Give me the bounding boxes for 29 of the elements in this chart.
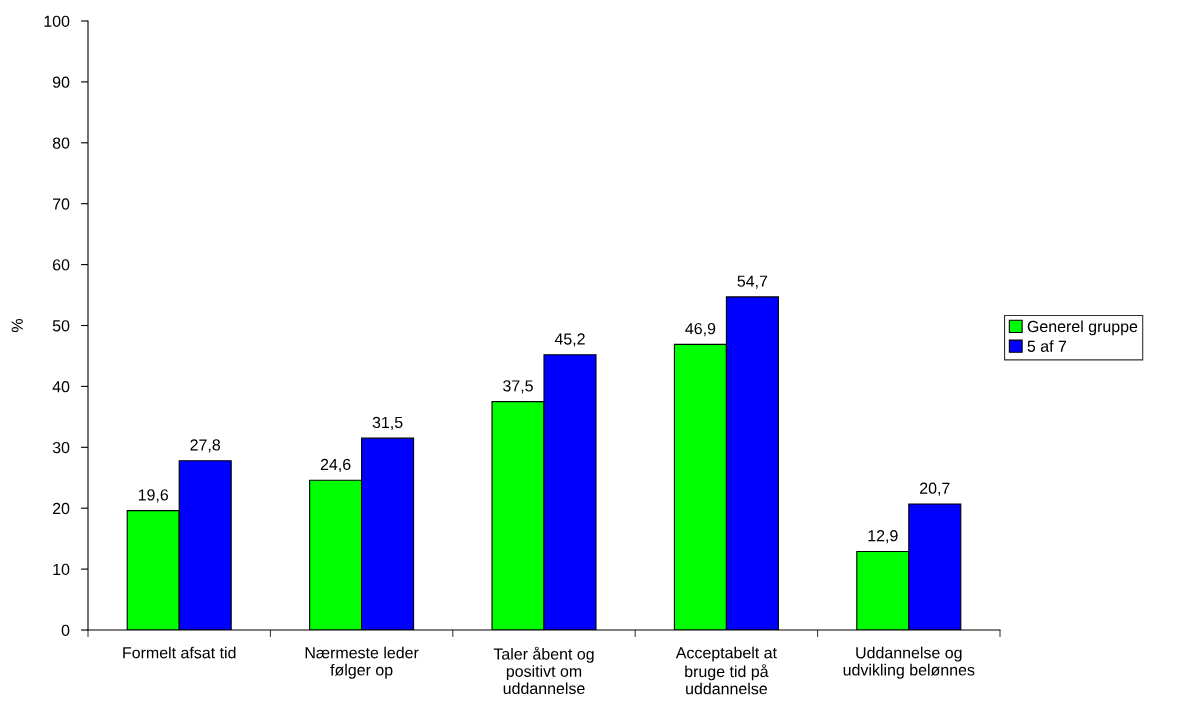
- data-label: 20,7: [920, 482, 950, 496]
- data-label: 46,9: [685, 322, 716, 337]
- data-label: 45,2: [554, 333, 585, 347]
- data-label: 54,7: [737, 275, 768, 289]
- data-label: 24,6: [320, 458, 351, 472]
- y-tick-label: 100: [44, 15, 70, 27]
- y-tick-label: 50: [52, 320, 70, 332]
- data-label: 31,5: [372, 416, 403, 430]
- y-tick-label: 30: [52, 441, 70, 454]
- data-label: 37,5: [503, 380, 533, 394]
- x-tick-label: Formelt afsat tid: [123, 646, 236, 659]
- y-tick-label: 70: [53, 198, 70, 210]
- x-tick-label: Acceptabelt at bruge tid på uddannelse: [675, 646, 777, 695]
- y-tick-label: 90: [52, 76, 70, 88]
- y-tick-label: 20: [52, 502, 70, 515]
- legend-label: Generel gruppe: [1027, 320, 1138, 336]
- x-tick-label: Uddannelse og udvikling belønnes: [843, 646, 975, 679]
- data-label: 19,6: [138, 489, 169, 503]
- y-tick-label: 10: [53, 563, 70, 576]
- y-tick-label: 0: [61, 624, 70, 636]
- x-tick-label: Taler åbent og positivt om uddannelse: [493, 646, 594, 695]
- y-axis-title: %: [11, 318, 23, 333]
- y-tick-label: 60: [52, 259, 70, 271]
- y-tick-label: 80: [52, 137, 70, 149]
- data-label: 27,8: [190, 439, 221, 453]
- legend-label: 5 af 7: [1027, 340, 1067, 352]
- x-tick-label: Nærmeste leder følger op: [305, 646, 419, 679]
- data-label: 12,9: [868, 530, 898, 544]
- y-tick-label: 40: [52, 381, 70, 393]
